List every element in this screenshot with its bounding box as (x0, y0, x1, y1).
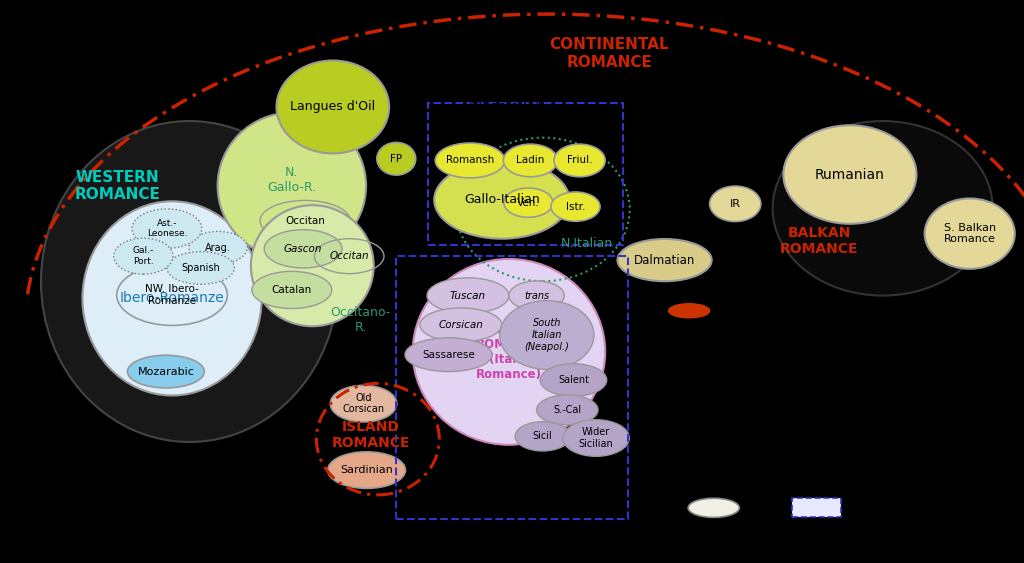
Ellipse shape (435, 143, 505, 178)
Text: Salent: Salent (558, 375, 589, 385)
Text: Occitano-
R.: Occitano- R. (331, 306, 390, 334)
Ellipse shape (515, 422, 570, 451)
Text: SOUTH
ROMANCE
(Italo-
Romance): SOUTH ROMANCE (Italo- Romance) (475, 323, 543, 381)
Text: N.
Gallo-R.: N. Gallo-R. (267, 166, 316, 194)
Text: ISLAND
ROMANCE: ISLAND ROMANCE (332, 420, 410, 450)
Text: Gallo-Italian: Gallo-Italian (464, 193, 540, 207)
Text: Romansh: Romansh (445, 155, 495, 166)
Text: Ast.-
Leonese.: Ast.- Leonese. (146, 219, 187, 238)
Text: Istr.: Istr. (566, 202, 585, 212)
Ellipse shape (413, 259, 605, 445)
Ellipse shape (710, 186, 761, 222)
Text: Tuscan: Tuscan (450, 291, 486, 301)
Ellipse shape (41, 121, 338, 442)
Ellipse shape (420, 308, 502, 342)
Ellipse shape (276, 60, 389, 153)
Ellipse shape (188, 231, 248, 264)
Text: NW. Ibero-
Romanze: NW. Ibero- Romanze (145, 284, 199, 306)
Text: trans: trans (524, 291, 549, 301)
Ellipse shape (167, 252, 234, 284)
FancyBboxPatch shape (792, 498, 841, 517)
Text: Langues d'Oil: Langues d'Oil (290, 100, 376, 114)
Ellipse shape (669, 304, 710, 318)
Ellipse shape (541, 364, 606, 396)
Text: S. Balkan
Romance: S. Balkan Romance (944, 223, 995, 244)
Text: Sicil: Sicil (532, 431, 553, 441)
Text: Catalan: Catalan (271, 285, 312, 295)
Ellipse shape (500, 301, 594, 369)
Ellipse shape (554, 144, 605, 177)
Text: Sardinian: Sardinian (340, 465, 393, 475)
Ellipse shape (252, 271, 332, 309)
Ellipse shape (251, 205, 374, 326)
Text: Occitan: Occitan (286, 216, 325, 226)
Text: Rumanian: Rumanian (815, 168, 885, 181)
Ellipse shape (434, 161, 569, 239)
Ellipse shape (132, 209, 202, 248)
Text: Ibero-Romanze: Ibero-Romanze (120, 292, 224, 305)
Ellipse shape (127, 355, 205, 388)
Text: "Italo-Romance": "Italo-Romance" (430, 494, 526, 508)
Text: Spanish: Spanish (181, 263, 220, 273)
Ellipse shape (925, 199, 1015, 269)
Text: Friul.: Friul. (567, 155, 592, 166)
Ellipse shape (783, 126, 916, 224)
Ellipse shape (83, 202, 262, 396)
Text: Sassarese: Sassarese (422, 350, 475, 360)
Ellipse shape (688, 498, 739, 517)
Text: S.-Cal: S.-Cal (553, 405, 582, 415)
Text: Wider
Sicilian: Wider Sicilian (579, 427, 613, 449)
Text: N.Italian: N.Italian (560, 236, 613, 250)
Text: Gal.-
Port.: Gal.- Port. (133, 247, 154, 266)
Text: Dalmatian: Dalmatian (634, 253, 695, 267)
Ellipse shape (427, 278, 509, 313)
Ellipse shape (404, 338, 492, 372)
Ellipse shape (551, 192, 600, 221)
Ellipse shape (563, 420, 629, 456)
Text: Occitan: Occitan (330, 251, 369, 261)
Text: Old
Corsican: Old Corsican (342, 393, 385, 414)
Text: FP: FP (390, 154, 402, 164)
Ellipse shape (509, 281, 564, 310)
Ellipse shape (537, 395, 598, 425)
Ellipse shape (504, 144, 557, 177)
Text: Corsican: Corsican (438, 320, 483, 330)
Ellipse shape (617, 239, 712, 281)
Text: Mozarabic: Mozarabic (137, 367, 195, 377)
Ellipse shape (330, 386, 396, 422)
Text: Ven.: Ven. (517, 198, 540, 208)
Text: Ladin: Ladin (516, 155, 545, 166)
Ellipse shape (772, 121, 993, 296)
Text: Gascon: Gascon (284, 244, 323, 254)
Ellipse shape (328, 452, 406, 488)
Text: WESTERN
ROMANCE: WESTERN ROMANCE (75, 169, 161, 202)
Ellipse shape (114, 238, 173, 274)
Text: CONTINENTAL
ROMANCE: CONTINENTAL ROMANCE (550, 37, 669, 70)
Ellipse shape (264, 230, 342, 268)
Ellipse shape (377, 142, 416, 175)
Text: Arag.: Arag. (205, 243, 231, 253)
Text: BALKAN
ROMANCE: BALKAN ROMANCE (780, 226, 858, 256)
Text: IR: IR (730, 199, 740, 209)
Text: "Rhaeto-R.": "Rhaeto-R." (469, 100, 543, 114)
Ellipse shape (504, 188, 553, 217)
Text: South
Italian
(Neapol.): South Italian (Neapol.) (524, 319, 569, 351)
Ellipse shape (217, 113, 367, 259)
